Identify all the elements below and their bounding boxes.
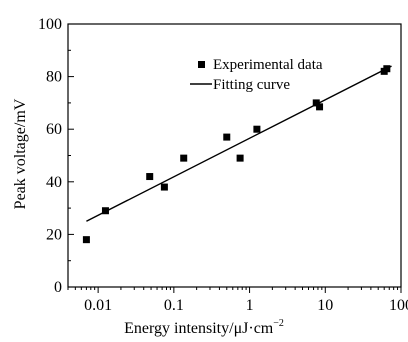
data-point: [180, 154, 188, 162]
x-tick-label: 10: [317, 297, 333, 314]
y-tick-label: 60: [46, 121, 62, 138]
x-tick-label: 1: [246, 297, 254, 314]
data-point: [312, 99, 320, 107]
legend: Experimental data Fitting curve: [190, 57, 323, 93]
x-axis-title-superscript: −2: [273, 318, 284, 329]
data-point: [236, 154, 244, 162]
x-axis-title-main: Energy intensity/μJ·cm: [124, 320, 274, 337]
x-tick-label: 0.01: [84, 297, 112, 314]
legend-marker-experimental-data: [198, 61, 205, 68]
legend-label-experimental-data: Experimental data: [213, 57, 323, 73]
y-tick-label: 0: [54, 279, 62, 296]
y-tick-label: 100: [38, 16, 62, 33]
data-point: [160, 183, 168, 191]
x-axis-title-group: Energy intensity/μJ·cm−2: [124, 318, 284, 337]
experimental-data-points: [82, 65, 391, 244]
legend-label-fitting-curve: Fitting curve: [213, 77, 290, 93]
data-point: [253, 125, 261, 133]
data-point: [316, 103, 324, 111]
data-point: [383, 65, 391, 73]
x-axis-ticks: 0.01 0.1 1 10 100: [67, 287, 408, 314]
x-tick-label: 100: [389, 297, 408, 314]
y-tick-label: 80: [46, 69, 62, 86]
data-point: [101, 207, 109, 215]
y-axis-title-group: Peak voltage/mV: [12, 98, 29, 209]
data-point: [223, 133, 231, 141]
y-axis-ticks: 0 20 40 60 80 100: [38, 16, 74, 296]
y-tick-label: 40: [46, 174, 62, 191]
y-axis-title: Peak voltage/mV: [12, 98, 29, 209]
x-axis-title: Energy intensity/μJ·cm−2: [124, 318, 284, 337]
data-point: [82, 236, 90, 244]
fitting-curve-line: [86, 65, 392, 222]
y-tick-label: 20: [46, 226, 62, 243]
x-tick-label: 0.1: [164, 297, 184, 314]
data-point: [146, 173, 154, 181]
